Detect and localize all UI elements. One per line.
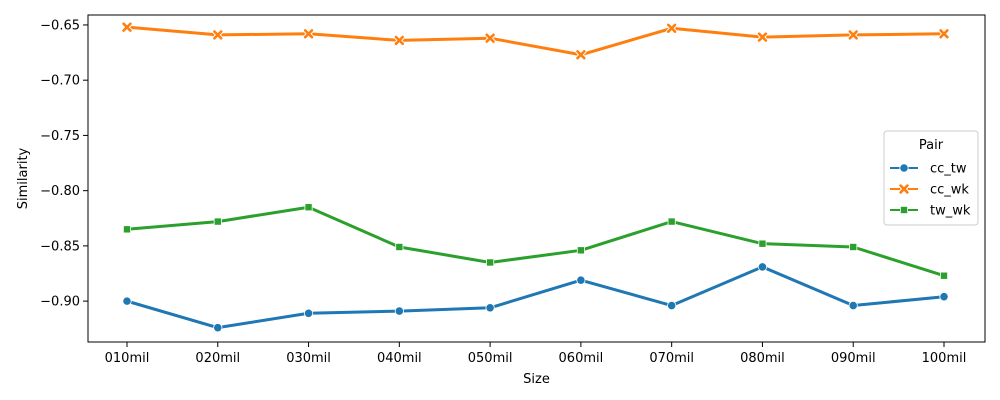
legend-marker (899, 163, 909, 173)
data-point (576, 246, 585, 255)
legend-item: tw_wk (890, 204, 971, 219)
data-point (939, 292, 949, 302)
legend-title: Pair (919, 138, 944, 153)
y-tick-label: −0.85 (40, 239, 80, 254)
x-axis: 010mil 020mil 030mil 040mil 050mil 060mil 070m… (105, 342, 967, 366)
y-tick-label: −0.65 (40, 18, 80, 33)
series-line (125, 265, 946, 330)
x-tick-label: 060mil (559, 351, 604, 366)
series-tw-wk (123, 203, 949, 280)
y-axis-label: Similarity (16, 147, 31, 209)
legend-box (883, 130, 979, 226)
y-tick-label: −0.70 (40, 74, 80, 89)
y-axis: −0.90 −0.85 −0.80 −0.75 −0.70 −0.65 (40, 18, 88, 310)
x-tick-label: 030mil (286, 351, 331, 366)
data-point (123, 225, 132, 234)
legend-item: cc_tw (890, 162, 967, 177)
legend-label: cc_tw (930, 162, 967, 177)
data-point (667, 217, 676, 226)
x-axis-label: Size (523, 372, 550, 387)
data-point (213, 323, 223, 333)
legend-item: cc_wk (890, 183, 969, 198)
data-point (576, 275, 586, 285)
data-point (394, 306, 404, 316)
data-point (849, 242, 858, 251)
data-point (938, 28, 950, 40)
data-point (486, 258, 495, 267)
data-point (757, 262, 768, 272)
data-point (302, 28, 315, 40)
y-tick-label: −0.90 (40, 295, 80, 310)
x-tick-label: 020mil (195, 351, 240, 366)
data-point (212, 29, 224, 41)
series-line (125, 205, 946, 278)
data-point (122, 296, 132, 306)
data-point (484, 32, 496, 44)
data-point (213, 217, 222, 226)
legend-label: tw_wk (930, 204, 971, 219)
legend-label: cc_wk (930, 183, 969, 198)
legend: Pair cc_tw cc_wk tw_wk (883, 130, 979, 226)
series-line (125, 25, 946, 57)
series-cc-tw (122, 262, 949, 333)
x-tick-label: 050mil (468, 351, 513, 366)
plot-area (121, 21, 950, 333)
y-tick-label: −0.75 (40, 129, 80, 144)
x-tick-label: 070mil (649, 351, 694, 366)
x-tick-label: 080mil (740, 351, 785, 366)
x-tick-label: 100mil (922, 351, 967, 366)
x-tick-label: 010mil (105, 351, 150, 366)
data-point (847, 29, 859, 41)
data-point (303, 308, 314, 318)
y-tick-label: −0.80 (40, 184, 80, 199)
data-point (940, 271, 949, 280)
data-point (395, 242, 404, 251)
data-point (393, 34, 405, 47)
data-point (304, 203, 313, 212)
legend-marker (898, 183, 910, 195)
series-cc-wk (121, 21, 950, 61)
x-tick-label: 040mil (377, 351, 422, 366)
data-point (666, 22, 678, 34)
plot-frame (87, 14, 986, 343)
legend-marker (900, 205, 909, 214)
data-point (848, 300, 858, 311)
x-tick-label: 090mil (831, 351, 876, 366)
data-point (756, 31, 769, 43)
data-point (758, 239, 767, 248)
data-point (485, 303, 495, 313)
data-point (667, 300, 677, 311)
data-point (575, 49, 587, 61)
data-point (121, 21, 133, 33)
